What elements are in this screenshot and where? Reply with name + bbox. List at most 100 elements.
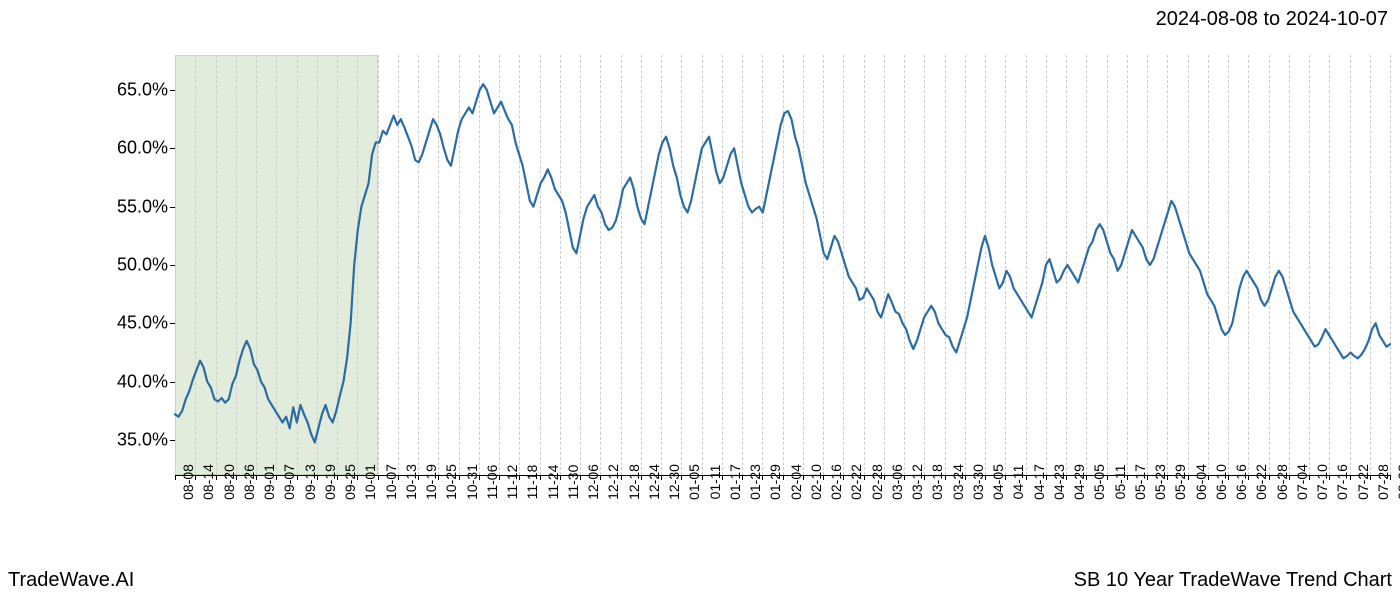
x-tick-label: 10-31: [464, 464, 480, 500]
x-tick-label: 04-05: [990, 464, 1006, 500]
x-tick-mark: [398, 475, 399, 480]
y-tick-mark: [170, 148, 175, 149]
x-tick-mark: [378, 475, 379, 480]
x-tick-mark: [216, 475, 217, 480]
x-tick-mark: [803, 475, 804, 480]
x-tick-mark: [1289, 475, 1290, 480]
y-tick-mark: [170, 382, 175, 383]
x-tick-label: 12-12: [605, 464, 621, 500]
x-tick-mark: [641, 475, 642, 480]
x-tick-label: 08-03: [1395, 464, 1400, 500]
x-tick-mark: [1248, 475, 1249, 480]
x-tick-mark: [884, 475, 885, 480]
x-tick-mark: [965, 475, 966, 480]
x-tick-mark: [357, 475, 358, 480]
x-tick-label: 08-08: [180, 464, 196, 500]
x-tick-label: 09-13: [302, 464, 318, 500]
x-tick-label: 07-10: [1314, 464, 1330, 500]
x-tick-label: 03-24: [950, 464, 966, 500]
x-tick-label: 11-24: [545, 465, 561, 500]
x-tick-label: 12-18: [626, 464, 642, 500]
x-tick-label: 05-11: [1112, 465, 1128, 500]
x-tick-mark: [864, 475, 865, 480]
x-tick-mark: [1269, 475, 1270, 480]
x-tick-label: 01-11: [707, 465, 723, 500]
x-tick-label: 03-12: [909, 464, 925, 500]
x-tick-mark: [1026, 475, 1027, 480]
x-tick-label: 11-30: [565, 465, 581, 500]
x-tick-mark: [1208, 475, 1209, 480]
x-tick-mark: [904, 475, 905, 480]
x-tick-label: 03-30: [970, 464, 986, 500]
x-tick-label: 02-22: [848, 464, 864, 500]
x-tick-mark: [540, 475, 541, 480]
gridline-v: [1390, 55, 1391, 475]
x-tick-label: 09-25: [342, 464, 358, 500]
x-tick-label: 10-25: [443, 464, 459, 500]
x-tick-label: 08-26: [241, 464, 257, 500]
x-tick-label: 09-19: [322, 464, 338, 500]
x-tick-mark: [985, 475, 986, 480]
x-tick-label: 12-06: [585, 464, 601, 500]
x-tick-label: 01-05: [686, 464, 702, 500]
x-tick-mark: [823, 475, 824, 480]
footer-title: SB 10 Year TradeWave Trend Chart: [1074, 569, 1392, 592]
x-tick-mark: [762, 475, 763, 480]
x-tick-label: 03-18: [929, 464, 945, 500]
x-tick-label: 02-16: [828, 464, 844, 500]
y-tick-mark: [170, 440, 175, 441]
y-tick-label: 65.0%: [117, 80, 168, 101]
y-tick-mark: [170, 265, 175, 266]
x-tick-mark: [702, 475, 703, 480]
x-tick-mark: [479, 475, 480, 480]
y-tick-label: 40.0%: [117, 371, 168, 392]
x-tick-label: 06-10: [1213, 464, 1229, 500]
x-tick-label: 01-17: [727, 464, 743, 500]
x-tick-mark: [256, 475, 257, 480]
x-tick-mark: [519, 475, 520, 480]
x-tick-label: 10-19: [423, 464, 439, 500]
x-tick-label: 09-07: [281, 464, 297, 500]
x-tick-mark: [945, 475, 946, 480]
x-tick-label: 04-11: [1010, 465, 1026, 500]
x-tick-label: 05-29: [1172, 464, 1188, 500]
x-tick-mark: [742, 475, 743, 480]
x-tick-mark: [195, 475, 196, 480]
y-tick-label: 45.0%: [117, 313, 168, 334]
x-tick-mark: [924, 475, 925, 480]
x-tick-label: 04-23: [1051, 464, 1067, 500]
x-tick-label: 06-28: [1274, 464, 1290, 500]
x-tick-label: 01-29: [767, 464, 783, 500]
x-tick-label: 07-22: [1355, 464, 1371, 500]
x-tick-label: 06-16: [1233, 464, 1249, 500]
x-tick-mark: [621, 475, 622, 480]
x-tick-label: 08-14: [200, 464, 216, 500]
x-tick-label: 06-04: [1193, 464, 1209, 500]
line-series: [175, 55, 1390, 475]
x-tick-label: 04-17: [1031, 464, 1047, 500]
x-tick-mark: [1005, 475, 1006, 480]
date-range-label: 2024-08-08 to 2024-10-07: [1156, 8, 1388, 31]
x-tick-mark: [499, 475, 500, 480]
x-tick-label: 10-13: [403, 464, 419, 500]
x-tick-mark: [1228, 475, 1229, 480]
x-tick-mark: [783, 475, 784, 480]
x-tick-label: 07-04: [1294, 464, 1310, 500]
x-tick-mark: [418, 475, 419, 480]
trend-chart: 2024-08-08 to 2024-10-07 35.0%40.0%45.0%…: [0, 0, 1400, 600]
x-tick-mark: [560, 475, 561, 480]
x-tick-label: 03-06: [889, 464, 905, 500]
x-tick-mark: [1370, 475, 1371, 480]
y-tick-mark: [170, 207, 175, 208]
x-tick-mark: [600, 475, 601, 480]
x-tick-mark: [297, 475, 298, 480]
x-tick-mark: [459, 475, 460, 480]
x-tick-label: 10-01: [362, 464, 378, 500]
x-tick-label: 07-28: [1375, 464, 1391, 500]
x-tick-mark: [1329, 475, 1330, 480]
x-tick-mark: [1046, 475, 1047, 480]
x-tick-mark: [1066, 475, 1067, 480]
x-tick-mark: [1188, 475, 1189, 480]
y-tick-label: 55.0%: [117, 196, 168, 217]
x-tick-label: 09-01: [261, 464, 277, 500]
